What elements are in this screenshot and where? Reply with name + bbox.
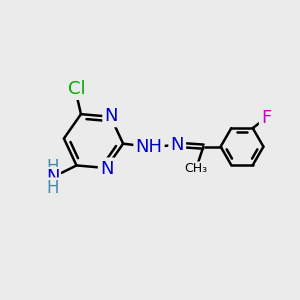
Text: CH₃: CH₃ [184,162,208,176]
Text: N: N [46,168,59,186]
Text: N: N [170,136,184,154]
Text: Cl: Cl [68,80,85,98]
Text: H: H [46,158,59,176]
Text: F: F [261,109,271,127]
Text: NH: NH [136,138,163,156]
Text: N: N [100,160,113,178]
Text: N: N [104,107,118,125]
Text: H: H [46,179,59,197]
